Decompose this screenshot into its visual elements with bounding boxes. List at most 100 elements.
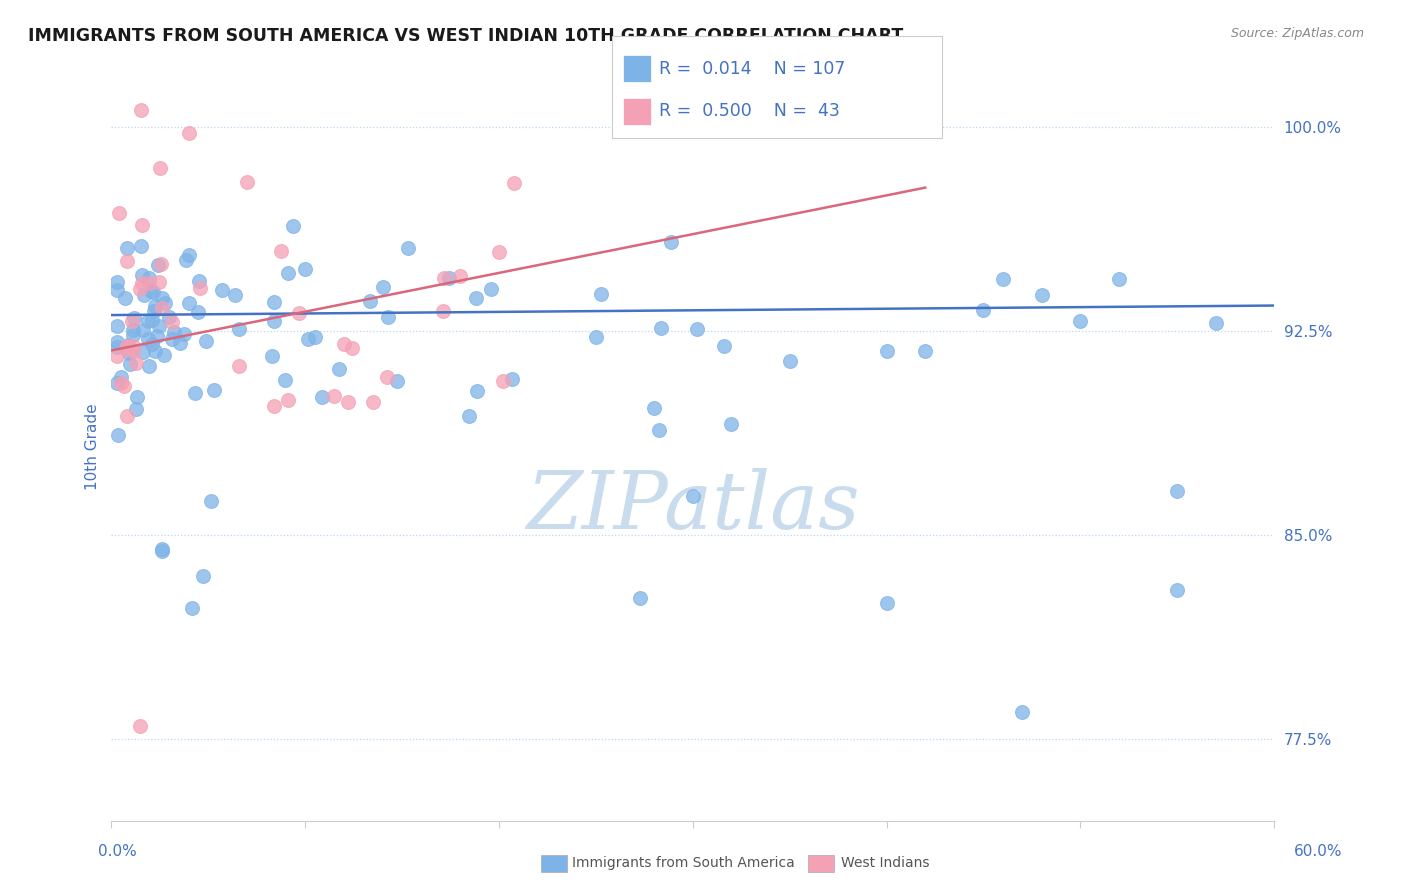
Point xyxy=(439,270,461,285)
Point xyxy=(585,330,607,344)
Point xyxy=(972,302,994,317)
Point xyxy=(118,357,141,371)
Point xyxy=(333,337,356,351)
Point xyxy=(115,339,138,353)
Point xyxy=(200,494,222,508)
Point xyxy=(160,315,183,329)
Point xyxy=(138,359,160,373)
Point xyxy=(501,372,523,386)
Point xyxy=(377,310,399,325)
Point xyxy=(129,282,152,296)
Point xyxy=(323,389,346,403)
Point xyxy=(502,176,524,190)
Point xyxy=(187,274,209,288)
Point xyxy=(136,314,159,328)
Point xyxy=(145,299,167,313)
Text: 60.0%: 60.0% xyxy=(1295,845,1343,859)
Text: 0.0%: 0.0% xyxy=(98,845,138,859)
Point xyxy=(114,378,136,392)
Point xyxy=(187,305,209,319)
Point xyxy=(162,333,184,347)
Point xyxy=(129,103,152,117)
Point xyxy=(686,322,709,336)
Point xyxy=(129,239,152,253)
Point xyxy=(105,340,128,354)
Point xyxy=(153,349,176,363)
Point xyxy=(433,270,456,285)
Point xyxy=(713,339,735,353)
Point xyxy=(432,304,454,318)
Point xyxy=(131,268,153,282)
Point xyxy=(1069,314,1091,328)
Point xyxy=(121,313,143,327)
Point xyxy=(876,343,898,358)
Point xyxy=(277,266,299,280)
Point xyxy=(263,314,285,328)
Point xyxy=(236,175,259,189)
Point xyxy=(177,126,200,140)
Point xyxy=(297,332,319,346)
Text: Immigrants from South America: Immigrants from South America xyxy=(572,856,794,871)
Point xyxy=(1166,484,1188,499)
Point xyxy=(263,399,285,413)
Point xyxy=(194,334,217,348)
Point xyxy=(371,280,394,294)
Point xyxy=(648,423,671,437)
Point xyxy=(108,205,131,219)
Point xyxy=(385,374,408,388)
Point xyxy=(396,241,419,255)
Point xyxy=(1205,316,1227,330)
Point xyxy=(157,310,180,324)
Point xyxy=(177,248,200,262)
Text: R =  0.500    N =  43: R = 0.500 N = 43 xyxy=(659,103,841,120)
Point xyxy=(876,596,898,610)
Point xyxy=(169,335,191,350)
Point xyxy=(114,342,136,356)
Point xyxy=(132,322,155,336)
Point xyxy=(659,235,682,249)
Point xyxy=(1011,705,1033,719)
Point xyxy=(449,268,471,283)
Point xyxy=(125,401,148,416)
Point xyxy=(148,318,170,333)
Point xyxy=(465,291,488,305)
Point xyxy=(105,276,128,290)
Point xyxy=(262,350,284,364)
Point xyxy=(589,287,612,301)
Text: ZIPatlas: ZIPatlas xyxy=(526,468,859,546)
Point xyxy=(149,161,172,176)
Point xyxy=(914,344,936,359)
Point xyxy=(184,385,207,400)
Point xyxy=(202,384,225,398)
Point xyxy=(643,401,665,416)
Point xyxy=(492,374,515,388)
Point xyxy=(131,218,153,232)
Point xyxy=(163,325,186,339)
Point xyxy=(125,390,148,404)
Point xyxy=(118,346,141,360)
Point xyxy=(138,271,160,285)
Point xyxy=(181,601,204,615)
Point xyxy=(141,337,163,351)
Point xyxy=(143,304,166,318)
Point xyxy=(125,356,148,370)
Point xyxy=(1108,272,1130,286)
Point xyxy=(228,359,250,373)
Point xyxy=(224,287,246,301)
Point xyxy=(336,395,359,409)
Point xyxy=(682,489,704,503)
Point xyxy=(131,277,153,291)
Point xyxy=(122,343,145,358)
Point xyxy=(342,341,364,355)
Point xyxy=(129,719,152,733)
Point xyxy=(150,544,173,558)
Point xyxy=(270,244,292,259)
Point xyxy=(150,301,173,315)
Point xyxy=(304,330,326,344)
Point xyxy=(143,344,166,359)
Point xyxy=(138,276,160,290)
Point xyxy=(105,318,128,333)
Point xyxy=(110,369,132,384)
Text: Source: ZipAtlas.com: Source: ZipAtlas.com xyxy=(1230,27,1364,40)
Point xyxy=(650,320,672,334)
